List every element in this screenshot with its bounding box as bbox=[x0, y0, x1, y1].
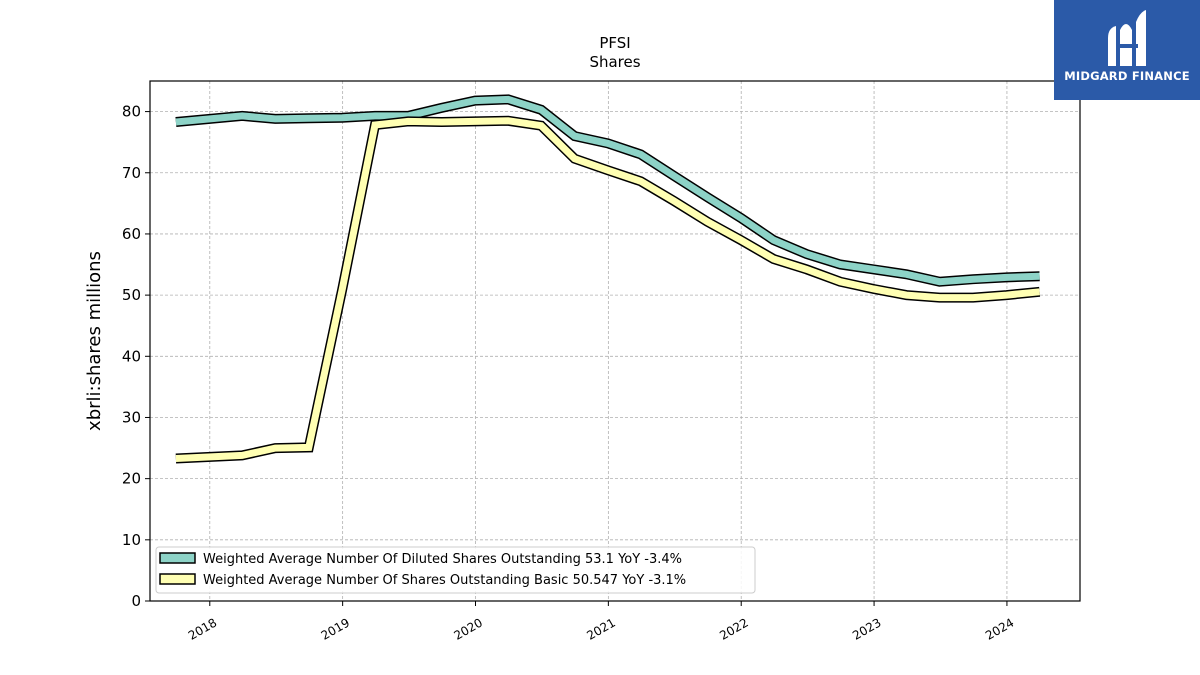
y-tick-label: 40 bbox=[122, 347, 141, 365]
y-tick-label: 70 bbox=[122, 164, 141, 182]
series-line-0 bbox=[175, 95, 1040, 286]
logo-mark-icon bbox=[1108, 10, 1146, 66]
y-tick-label: 20 bbox=[122, 470, 141, 488]
legend-box bbox=[155, 546, 756, 594]
x-tick-label: 2020 bbox=[452, 615, 485, 642]
legend: Weighted Average Number Of Diluted Share… bbox=[155, 546, 756, 594]
legend-label: Weighted Average Number Of Shares Outsta… bbox=[203, 573, 686, 588]
chart-title: PFSI bbox=[599, 34, 630, 52]
y-tick-label: 30 bbox=[122, 408, 141, 426]
y-tick-label: 10 bbox=[122, 531, 141, 549]
series-line-1 bbox=[175, 117, 1040, 462]
y-tick-label: 60 bbox=[122, 225, 141, 243]
x-tick-label: 2019 bbox=[319, 615, 352, 642]
x-tick-label: 2024 bbox=[983, 615, 1016, 642]
y-tick-label: 0 bbox=[131, 592, 141, 610]
grid-lines bbox=[150, 81, 1080, 602]
y-tick-label: 80 bbox=[122, 103, 141, 121]
y-tick-label: 50 bbox=[122, 286, 141, 304]
plot-frame bbox=[149, 80, 1081, 602]
company-logo: MIDGARD FINANCE bbox=[1054, 0, 1200, 100]
x-tick-label: 2023 bbox=[850, 615, 883, 642]
y-axis-label: xbrli:shares millions bbox=[84, 251, 105, 431]
legend-label: Weighted Average Number Of Diluted Share… bbox=[203, 552, 682, 567]
chart-subtitle: Shares bbox=[589, 53, 640, 71]
legend-swatch bbox=[159, 552, 196, 564]
series-outline-0 bbox=[175, 94, 1040, 287]
x-tick-label: 2018 bbox=[186, 615, 219, 642]
x-tick-label: 2021 bbox=[584, 615, 617, 642]
x-tick-label: 2022 bbox=[717, 615, 750, 642]
legend-swatch bbox=[159, 573, 196, 585]
logo-text: MIDGARD FINANCE bbox=[1064, 69, 1190, 83]
series-lines bbox=[175, 94, 1041, 464]
